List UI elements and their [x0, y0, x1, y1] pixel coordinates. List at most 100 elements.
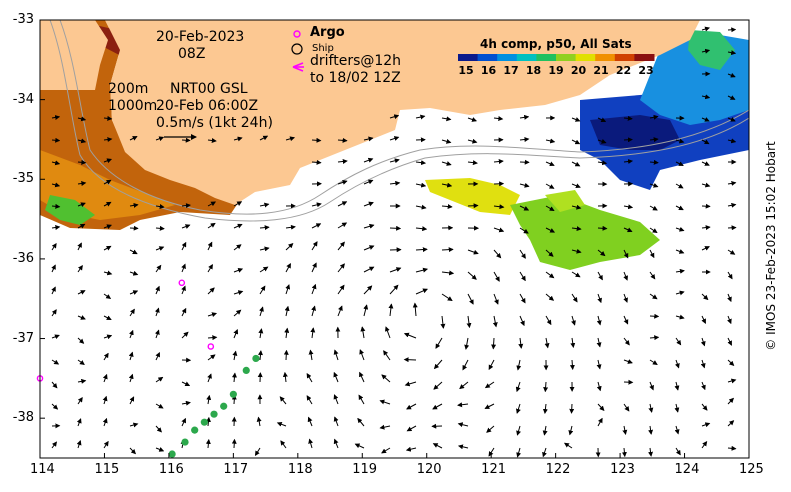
current-vector [571, 161, 581, 167]
current-vector [484, 381, 495, 389]
current-vector [51, 441, 57, 449]
current-vector [727, 359, 735, 366]
current-vector [674, 403, 680, 413]
current-vector [103, 158, 112, 164]
current-vector [285, 243, 294, 251]
current-vector [231, 372, 237, 383]
current-vector [597, 403, 605, 412]
current-vector [103, 137, 113, 143]
drifters-legend-label: drifters@12h [310, 53, 402, 69]
current-vector [516, 425, 521, 436]
current-vector [727, 180, 737, 186]
x-tick-label: 124 [674, 462, 700, 477]
current-vector [103, 334, 113, 340]
current-vector [649, 313, 660, 319]
x-tick-label: 120 [416, 462, 442, 477]
current-vector [433, 381, 443, 390]
current-vector [597, 117, 607, 122]
current-vector [337, 180, 348, 185]
current-vector [542, 425, 548, 436]
current-vector [462, 359, 469, 371]
current-vector [519, 136, 530, 142]
colorbar-tick: 21 [593, 64, 609, 77]
current-vector [623, 337, 630, 346]
current-vector [333, 349, 339, 361]
current-vector [129, 249, 138, 255]
current-vector [649, 359, 658, 365]
current-vector [337, 158, 348, 164]
current-vector [493, 293, 499, 305]
current-vector [231, 438, 237, 449]
current-vector [363, 223, 375, 229]
current-vector [701, 182, 711, 188]
current-vector [51, 286, 56, 295]
current-vector [358, 394, 365, 405]
current-vector [675, 226, 685, 232]
current-vector [457, 402, 469, 408]
current-vector [207, 241, 213, 251]
current-vector [102, 395, 108, 405]
current-vector [571, 226, 582, 232]
current-vector [311, 283, 317, 295]
current-vector [493, 159, 504, 165]
date-label: 20-Feb-2023 [156, 29, 245, 45]
current-vectors [51, 26, 737, 458]
current-vector [389, 180, 401, 186]
colorbar-tick: 17 [503, 64, 519, 77]
current-vector [675, 249, 685, 254]
current-vector [51, 403, 59, 410]
current-vector [519, 227, 529, 234]
current-vector [306, 372, 313, 383]
current-vector [233, 290, 244, 296]
argo-legend-label: Argo [310, 25, 345, 40]
current-vector [649, 271, 656, 280]
current-vector [207, 312, 217, 318]
x-tick-label: 118 [287, 462, 313, 477]
current-vector [129, 270, 139, 276]
sst-east-green [688, 30, 735, 70]
current-vector [623, 403, 630, 412]
current-vector [571, 183, 581, 189]
current-vector [311, 262, 317, 273]
current-vector [181, 241, 187, 251]
current-vector [542, 447, 547, 458]
current-vector [306, 395, 313, 405]
current-vector [259, 266, 269, 273]
current-vector [232, 350, 238, 361]
current-vector [207, 354, 216, 361]
current-vector [389, 284, 399, 295]
current-vector [311, 159, 322, 165]
y-tick-label: -37 [12, 330, 34, 346]
current-vector [77, 290, 86, 295]
current-vector [181, 285, 186, 295]
argo-float-marker [178, 279, 186, 287]
current-vector [181, 203, 191, 209]
current-vector [597, 271, 603, 281]
current-vector [415, 204, 427, 210]
current-vector [467, 293, 474, 305]
y-axis-ticks [40, 19, 45, 419]
current-vector [155, 403, 164, 409]
current-vector [359, 371, 365, 383]
current-vector [311, 202, 322, 208]
current-vector [308, 349, 314, 361]
current-vector [464, 337, 470, 350]
current-vector [51, 225, 61, 230]
current-vector [233, 223, 243, 229]
current-vector [129, 290, 139, 295]
current-vector [493, 249, 502, 259]
colorbar-tick: 18 [525, 64, 542, 77]
current-vector [701, 441, 708, 449]
current-vector [486, 425, 495, 433]
ship-track-point [191, 426, 199, 434]
current-vector [623, 227, 633, 233]
colorbar-tick: 22 [615, 64, 632, 77]
current-vector [518, 337, 524, 349]
current-vector [467, 160, 478, 166]
current-vector [441, 182, 453, 188]
current-vector [545, 227, 556, 233]
current-vector [103, 179, 112, 185]
current-vector [544, 337, 550, 349]
current-vector [276, 421, 287, 427]
